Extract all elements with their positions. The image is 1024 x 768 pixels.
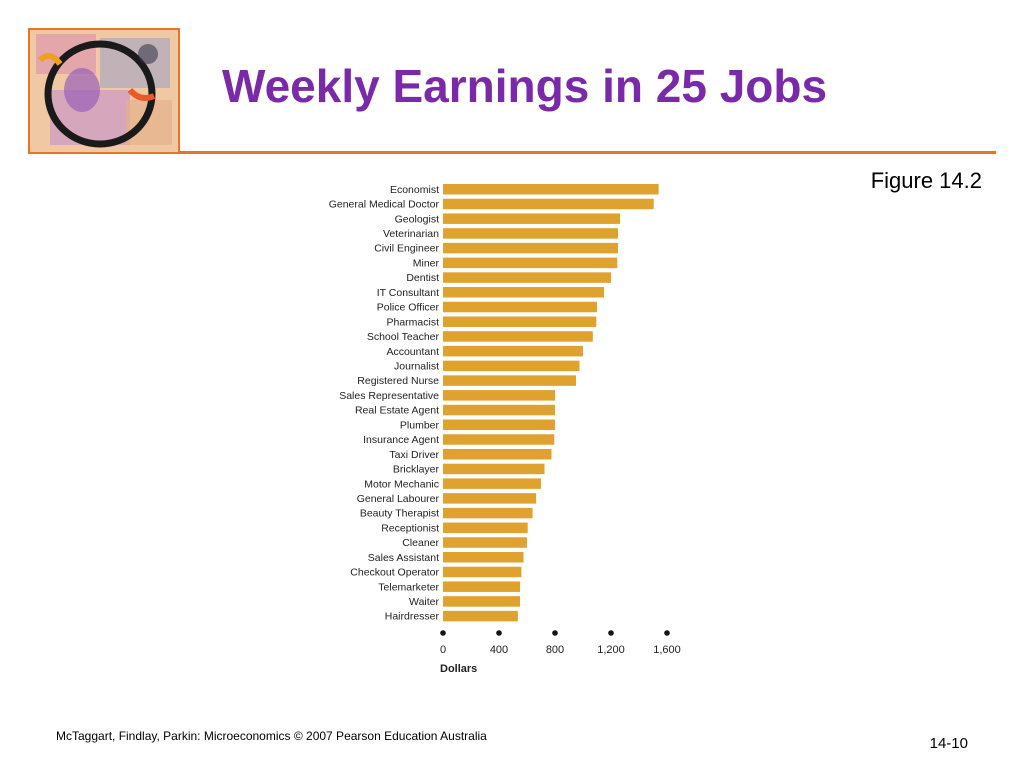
- title-divider: [180, 151, 996, 154]
- category-label: Waiter: [409, 596, 439, 608]
- bar: [443, 360, 580, 372]
- bar: [443, 478, 541, 489]
- x-tick-mark: [608, 630, 614, 636]
- slide-title: Weekly Earnings in 25 Jobs: [222, 60, 828, 112]
- bar: [443, 537, 527, 548]
- x-tick-mark: [664, 630, 670, 636]
- category-label: Geologist: [395, 213, 439, 225]
- category-label: Beauty Therapist: [360, 508, 439, 520]
- category-label: Checkout Operator: [350, 567, 439, 579]
- x-tick-mark: [440, 630, 446, 636]
- category-label: Real Estate Agent: [355, 405, 439, 417]
- category-label: Hairdresser: [385, 611, 440, 623]
- footer-credit: McTaggart, Findlay, Parkin: Microeconomi…: [56, 729, 487, 743]
- bar: [443, 242, 618, 254]
- bar: [443, 522, 528, 534]
- category-label: Veterinarian: [383, 228, 439, 240]
- category-label: IT Consultant: [377, 287, 439, 299]
- x-tick-mark: [496, 630, 502, 636]
- x-tick-label: 1,600: [653, 644, 681, 656]
- bar: [443, 228, 618, 239]
- category-label: Registered Nurse: [357, 375, 439, 387]
- bar: [443, 507, 533, 519]
- bar: [443, 257, 618, 269]
- page-number: 14-10: [929, 735, 968, 752]
- bar: [443, 448, 552, 460]
- logo-image: [28, 28, 180, 154]
- category-label: Dentist: [406, 272, 439, 284]
- x-tick-label: 400: [490, 644, 508, 656]
- bar: [443, 610, 518, 622]
- category-label: Economist: [390, 184, 439, 196]
- category-label: Police Officer: [377, 302, 440, 314]
- category-label: Plumber: [400, 419, 440, 431]
- bar: [443, 419, 555, 431]
- bar: [443, 272, 611, 283]
- category-label: Accountant: [386, 346, 439, 358]
- bar: [443, 287, 604, 298]
- category-label: Receptionist: [381, 522, 439, 534]
- bar: [443, 552, 524, 563]
- bar: [443, 345, 583, 357]
- category-label: General Medical Doctor: [329, 199, 440, 211]
- bar: [443, 316, 597, 327]
- bar: [443, 596, 520, 607]
- x-tick-label: 800: [546, 644, 564, 656]
- bar: [443, 198, 654, 210]
- bar: [443, 375, 576, 386]
- bar: [443, 331, 593, 342]
- x-tick-label: 1,200: [597, 644, 625, 656]
- category-label: School Teacher: [367, 331, 440, 343]
- category-label: Telemarketer: [378, 581, 439, 593]
- bar: [443, 581, 520, 592]
- category-label: Miner: [413, 257, 440, 269]
- x-tick-mark: [552, 630, 558, 636]
- category-label: Journalist: [394, 360, 439, 372]
- bar: [443, 404, 555, 416]
- category-label: Motor Mechanic: [364, 478, 439, 490]
- bar: [443, 463, 545, 475]
- category-label: Taxi Driver: [389, 449, 439, 461]
- category-label: Sales Representative: [339, 390, 439, 402]
- bar: [443, 184, 659, 195]
- category-label: Civil Engineer: [374, 243, 439, 255]
- bar: [443, 301, 597, 313]
- category-label: Cleaner: [402, 537, 439, 549]
- x-axis-title: Dollars: [440, 663, 477, 675]
- category-label: Pharmacist: [386, 316, 439, 328]
- category-label: Sales Assistant: [368, 552, 439, 564]
- category-label: Insurance Agent: [363, 434, 439, 446]
- x-tick-label: 0: [440, 644, 446, 656]
- bar: [443, 434, 555, 445]
- bar: [443, 213, 621, 224]
- figure-label: Figure 14.2: [870, 168, 982, 193]
- category-label: Bricklayer: [393, 464, 440, 476]
- bar: [443, 390, 555, 401]
- bar: [443, 566, 522, 578]
- bar: [443, 493, 537, 504]
- logo-art: [30, 30, 178, 152]
- category-label: General Labourer: [357, 493, 440, 505]
